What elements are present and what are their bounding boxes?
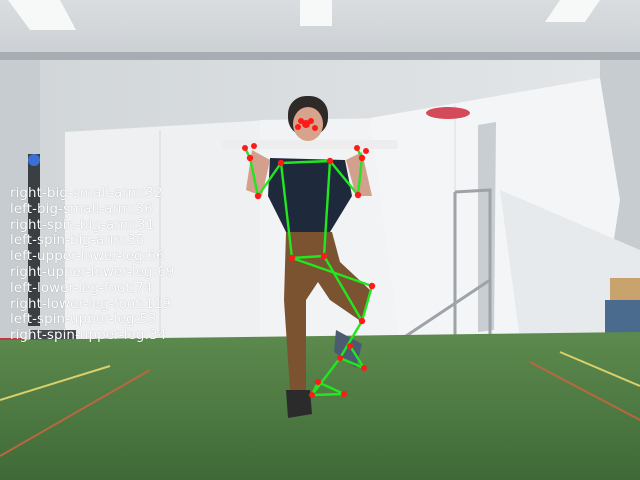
angle-readout-line-right-lower-leg-foot: right-lower-leg-foot:119 <box>10 296 171 312</box>
joint-angle-readout: right-big-small-arm:32 left-big-small-arm… <box>10 186 175 344</box>
skeleton-line-left-thigh <box>322 254 364 323</box>
keypoint-right-ankle <box>347 343 353 349</box>
keypoint-right-ear <box>312 125 318 131</box>
skeleton-line-left-foot-c <box>310 392 346 397</box>
keypoint-right-heel <box>361 365 367 371</box>
skeleton-line-right-forearm <box>248 156 260 198</box>
keypoint-left-heel <box>315 379 321 385</box>
skeleton-line-hips <box>290 254 326 260</box>
keypoint-left-hip <box>320 252 328 260</box>
skeleton-line-left-shin-upper <box>338 319 364 360</box>
angle-readout-line-left-spin-upper-leg: left-spin-upper-leg:53 <box>10 312 157 328</box>
angle-readout-line-right-big-small-arm: right-big-small-arm:32 <box>10 186 163 201</box>
keypoint-left-hand-a <box>354 145 360 151</box>
keypoint-right-toe <box>337 355 343 361</box>
skeleton-line-left-forearm <box>356 156 364 197</box>
skeleton-line-right-foot-a <box>348 344 366 370</box>
skeleton-line-left-shin-lower <box>310 356 342 397</box>
angle-readout-line-left-lower-leg-foot: left-lower-leg-foot:74 <box>10 280 153 296</box>
keypoint-right-eye <box>308 118 314 124</box>
keypoint-left-toe <box>341 391 347 397</box>
skeleton-line-right-foot-b <box>338 356 366 370</box>
keypoint-right-wrist <box>246 154 254 162</box>
keypoint-right-hip <box>288 254 296 262</box>
keypoint-right-hand-b <box>251 143 257 149</box>
angle-readout-line-right-spin-upper-leg: right-spin-upper-leg:34 <box>10 328 167 344</box>
keypoint-right-hand-a <box>242 145 248 151</box>
keypoint-left-hand-b <box>363 148 369 154</box>
angle-readout-line-right-upper-lower-leg: right-upper-lower-leg:69 <box>10 264 175 280</box>
angle-readout-line-left-spin-big-arm: left-spin-big-arm:35 <box>10 233 145 249</box>
keypoint-left-shoulder <box>326 157 334 165</box>
keypoint-right-knee <box>368 282 376 290</box>
keypoint-left-ear <box>295 124 301 130</box>
keypoint-right-shoulder <box>277 159 285 167</box>
keypoint-right-elbow <box>254 192 262 200</box>
skeleton-line-right-upper-arm <box>256 161 283 198</box>
keypoint-nose <box>302 120 310 128</box>
keypoint-left-ankle <box>309 392 315 398</box>
keypoint-left-wrist <box>358 154 366 162</box>
skeleton-line-left-upper-arm <box>328 159 360 197</box>
skeleton-line-shoulders <box>279 159 332 165</box>
keypoint-left-knee <box>358 317 366 325</box>
skeleton-line-right-shin <box>360 284 374 323</box>
angle-readout-line-right-spin-big-arm: right-spin-big-arm:31 <box>10 217 155 233</box>
angle-readout-line-left-big-small-arm: left-big-small-arm:36 <box>10 201 153 217</box>
angle-readout-line-left-upper-lower-leg: left-upper-lower-leg:66 <box>10 249 165 265</box>
skeleton-line-left-torso <box>322 159 332 258</box>
skeleton-line-right-torso <box>279 161 294 260</box>
keypoint-left-eye <box>298 118 304 124</box>
keypoint-left-elbow <box>354 191 362 199</box>
skeleton-line-left-foot-b <box>316 380 346 396</box>
